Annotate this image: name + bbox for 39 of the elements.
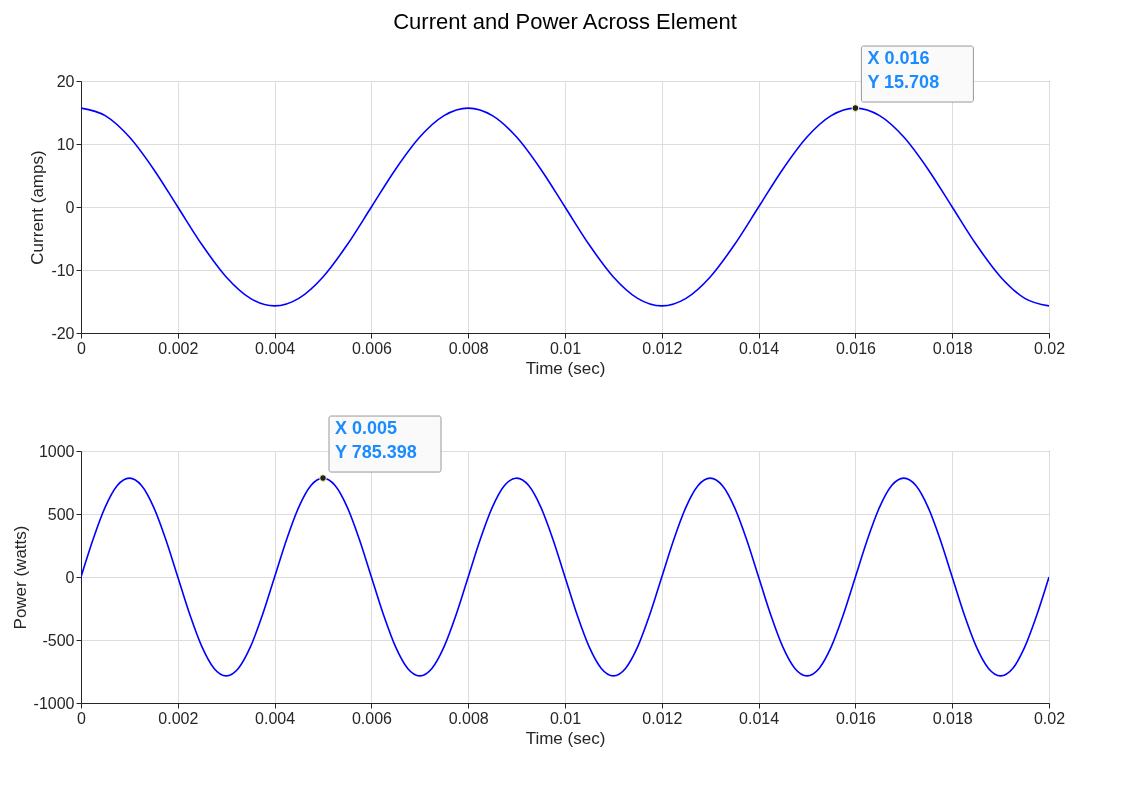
x-tick-label: 0.02 bbox=[1033, 709, 1066, 727]
x-tick-label: 0.004 bbox=[255, 709, 296, 727]
x-tick-label: 0.014 bbox=[739, 709, 780, 727]
x-tick-label: 0.012 bbox=[642, 339, 683, 357]
y-tick-label: -10 bbox=[51, 261, 75, 279]
chart-title: Current and Power Across Element bbox=[393, 8, 737, 34]
x-tick-label: 0 bbox=[77, 339, 87, 357]
y-tick-label: 20 bbox=[56, 72, 75, 90]
x-tick-label: 0.016 bbox=[835, 709, 877, 727]
x-tick-label: 0.006 bbox=[351, 339, 393, 357]
x-tick-label: 0.012 bbox=[642, 709, 683, 727]
annotation: X 0.005 Y 785.398 bbox=[335, 418, 417, 463]
x-tick-label: 0.018 bbox=[932, 709, 973, 727]
x-tick-label: 0.014 bbox=[739, 339, 780, 357]
x-tick-label: 0.002 bbox=[158, 339, 199, 357]
y-tick-label: -20 bbox=[51, 324, 75, 342]
x-tick-label: 0.01 bbox=[549, 339, 582, 357]
x-tick-label: 0.02 bbox=[1033, 339, 1066, 357]
x-tick-label: 0.004 bbox=[255, 339, 296, 357]
y-tick-label: -1000 bbox=[33, 694, 75, 712]
y-tick-label: 1000 bbox=[38, 442, 75, 460]
x-tick-label: 0.01 bbox=[549, 709, 582, 727]
x-axis-title: Time (sec) bbox=[525, 358, 606, 378]
y-tick-label: 500 bbox=[47, 505, 75, 523]
y-tick-label: 10 bbox=[56, 135, 75, 153]
y-tick-label: 0 bbox=[65, 198, 75, 216]
x-tick-label: 0.008 bbox=[448, 709, 489, 727]
y-axis-title: Current (amps) bbox=[28, 150, 48, 265]
y-axis-title: Power (watts) bbox=[10, 525, 30, 630]
x-tick-label: 0.016 bbox=[835, 339, 877, 357]
x-tick-label: 0.006 bbox=[351, 709, 393, 727]
x-axis-title: Time (sec) bbox=[525, 728, 606, 748]
y-tick-label: 0 bbox=[65, 568, 75, 586]
x-tick-label: 0.002 bbox=[158, 709, 199, 727]
x-tick-label: 0.008 bbox=[448, 339, 489, 357]
annotation: X 0.016 Y 15.708 bbox=[867, 48, 940, 93]
x-tick-label: 0.018 bbox=[932, 339, 973, 357]
y-tick-label: -500 bbox=[42, 631, 75, 649]
x-tick-label: 0 bbox=[77, 709, 87, 727]
